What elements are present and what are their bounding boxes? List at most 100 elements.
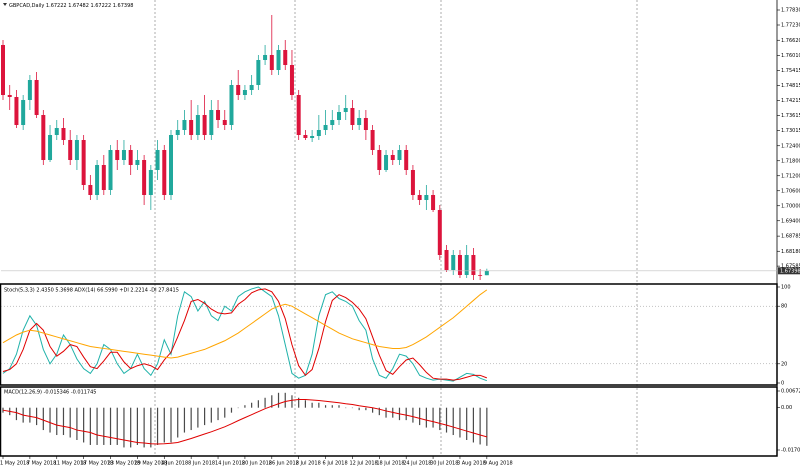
stoch-legend: Stoch(5,3,3) 2.4350 5.3698 ADX(14) 66.59… [4, 288, 179, 294]
macd-legend: MACD(12,26,9) -0.015346 -0.011745 [4, 390, 96, 396]
candle-body [249, 85, 254, 90]
macd-bar [109, 407, 112, 445]
x-tick-label: 11 May 2018 [54, 461, 87, 467]
candle-body [384, 155, 389, 170]
candle-body [484, 270, 489, 276]
macd-bar [143, 407, 145, 448]
header-close: 1.67398 [113, 3, 134, 9]
x-tick-label: 6 Jul 2018 [323, 461, 348, 467]
candle-body [397, 150, 402, 160]
macd-bar [197, 407, 199, 428]
macd-bar [378, 407, 380, 416]
macd-bar [358, 407, 360, 411]
y-tick-label: 1.77230 [781, 23, 800, 29]
macd-bar [49, 407, 51, 433]
y-tick-label: 1.68785 [781, 234, 800, 240]
candle-body [457, 255, 462, 275]
candle-body [101, 165, 106, 190]
macd-bar [425, 407, 427, 428]
candle-body [343, 108, 348, 112]
indicator-line [2, 289, 488, 359]
candle-body [437, 210, 442, 255]
symbol-title: GBPCAD,Daily [9, 3, 44, 9]
macd-bar [264, 397, 266, 408]
indicator-line [2, 288, 488, 381]
x-tick-label: 30 Jul 2018 [430, 461, 458, 467]
y-tick-label: 1.76620 [781, 38, 800, 44]
candle-body [34, 80, 39, 115]
y-tick-label: 1.74215 [781, 98, 800, 104]
candle-body [337, 112, 341, 120]
macd-bar [224, 407, 226, 418]
candle-body [444, 250, 449, 270]
macd-bar [156, 407, 159, 445]
indicator-line [2, 286, 488, 382]
macd-bar [89, 407, 91, 445]
y-tick-label: 1.72400 [781, 143, 800, 149]
candle-body [471, 255, 476, 275]
candle-body [115, 150, 120, 160]
y-tick-label: 1.71800 [781, 158, 800, 164]
macd-bar [36, 407, 38, 426]
macd-bar [29, 407, 31, 423]
y-tick-label: 0.00 [781, 405, 792, 411]
y-tick-label: 0 [781, 381, 784, 387]
candle-body [142, 160, 147, 195]
header-low: 1.67222 [90, 3, 111, 9]
header-high: 1.67482 [68, 3, 89, 9]
macd-bar [103, 407, 105, 445]
macd-bar [452, 407, 454, 436]
candle-body [464, 255, 469, 275]
macd-bar [432, 407, 434, 428]
candle-body [410, 170, 415, 195]
candle-body [61, 128, 66, 140]
x-tick-label: 29 May 2018 [134, 461, 167, 467]
macd-bar [459, 407, 461, 438]
candle-body [169, 135, 173, 195]
header-open: 1.67222 [46, 3, 67, 9]
candle-body [276, 50, 281, 70]
macd-bar [210, 407, 212, 423]
candle-body [68, 140, 73, 160]
macd-bar [304, 400, 306, 408]
x-tick-label: 23 May 2018 [108, 461, 141, 467]
macd-bar [123, 407, 125, 448]
x-tick-label: 20 Jun 2018 [242, 461, 272, 467]
macd-bar [271, 395, 273, 408]
candle-body [390, 155, 395, 160]
candle-body [121, 150, 126, 160]
macd-bar [318, 402, 320, 408]
candle-body [229, 85, 234, 125]
candle-body [451, 255, 456, 270]
candle-body [283, 50, 288, 65]
macd-bar [62, 407, 65, 436]
macd-bar [163, 407, 165, 443]
y-tick-label: 1.69400 [781, 218, 800, 224]
y-tick-label: 1.70600 [781, 188, 800, 194]
candle-body [1, 45, 5, 95]
candle-body [189, 120, 194, 135]
candle-body [175, 130, 180, 135]
candle-body [81, 140, 86, 185]
macd-bar [277, 392, 280, 408]
x-tick-label: 14 Jun 2018 [215, 461, 245, 467]
y-tick-label: -0.017028 [781, 448, 800, 454]
x-tick-label: 24 Jul 2018 [403, 461, 431, 467]
x-tick-label: 18 Jul 2018 [376, 461, 404, 467]
candle-body [377, 150, 382, 170]
candle-body [222, 120, 227, 125]
candle-body [316, 130, 321, 136]
candle-body [296, 95, 301, 135]
candle-body [128, 150, 133, 165]
candle-body [478, 275, 483, 276]
macd-bar [170, 407, 172, 443]
candle-body [21, 100, 26, 125]
candle-body [41, 115, 46, 160]
macd-bar [385, 407, 387, 418]
signal-line [2, 399, 487, 445]
y-tick-label: 20 [781, 361, 787, 367]
candle-body [155, 150, 160, 170]
candle-body [14, 97, 19, 125]
macd-bar [257, 400, 259, 408]
